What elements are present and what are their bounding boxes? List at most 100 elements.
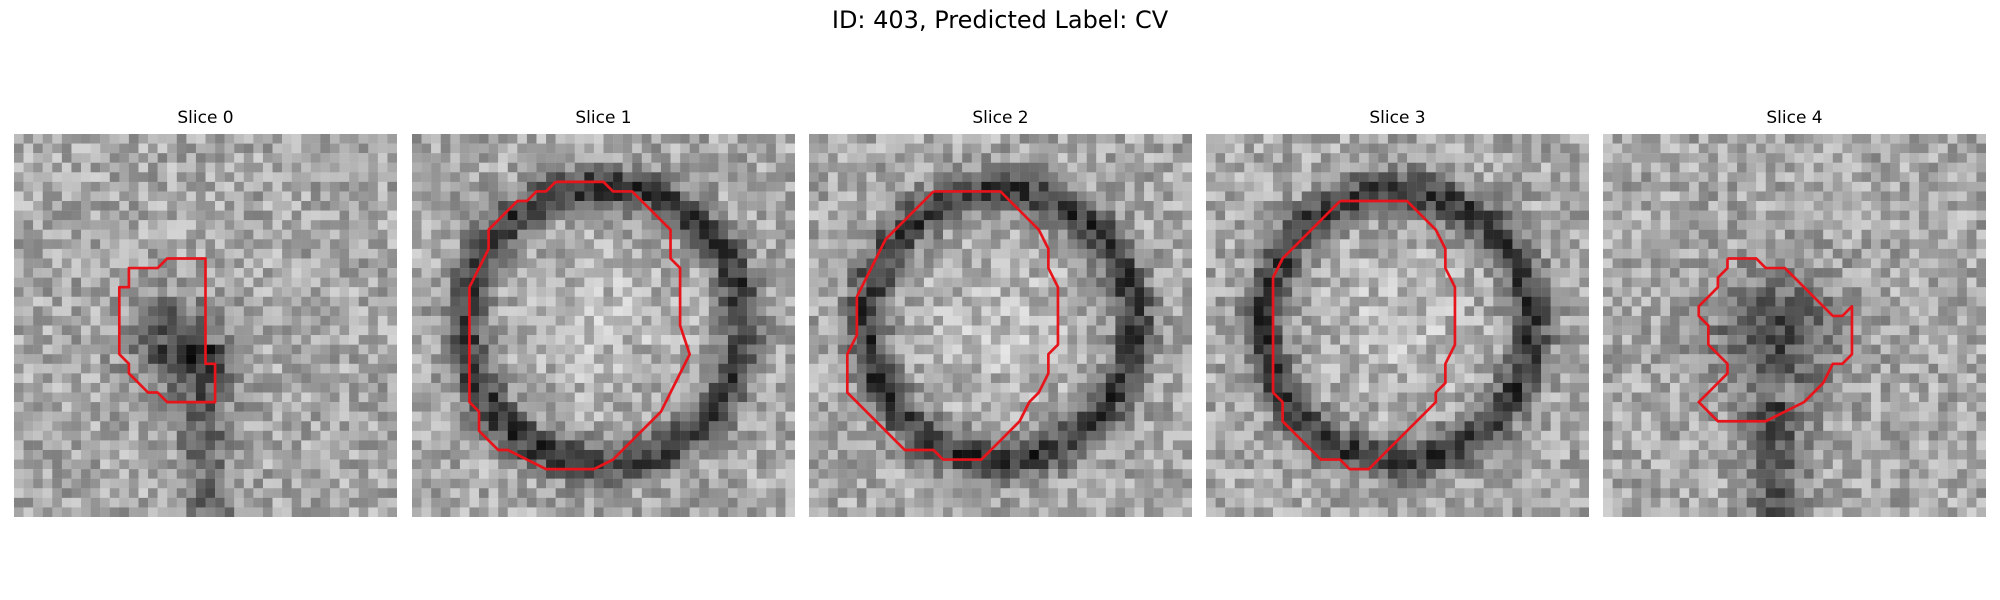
image-pixel [71, 220, 82, 230]
image-pixel [1086, 363, 1097, 374]
image-pixel [1010, 153, 1020, 163]
image-pixel [1096, 392, 1107, 403]
image-pixel [421, 306, 432, 317]
image-pixel [689, 181, 700, 192]
image-pixel [157, 430, 168, 441]
image-pixel [215, 191, 225, 202]
image-pixel [329, 325, 340, 336]
image-pixel [282, 315, 292, 326]
image-pixel [622, 373, 633, 384]
image-pixel [622, 134, 633, 144]
image-pixel [895, 248, 905, 259]
image-pixel [613, 239, 623, 250]
image-pixel [593, 478, 604, 489]
image-pixel [718, 134, 729, 144]
image-pixel [1378, 143, 1389, 154]
image-pixel [431, 421, 441, 432]
image-pixel [431, 469, 441, 479]
image-pixel [1086, 258, 1097, 269]
image-pixel [962, 287, 972, 297]
image-pixel [1086, 162, 1097, 173]
image-pixel [81, 296, 91, 307]
image-pixel [1029, 201, 1039, 211]
image-pixel [412, 248, 422, 259]
image-pixel [866, 143, 877, 154]
image-pixel [234, 469, 244, 479]
image-pixel [234, 162, 244, 173]
image-pixel [632, 344, 642, 355]
image-pixel [215, 335, 225, 345]
image-pixel [148, 478, 158, 489]
image-pixel [809, 296, 819, 307]
image-pixel [262, 181, 273, 192]
image-pixel [613, 143, 623, 154]
image-pixel [224, 229, 235, 240]
image-pixel [320, 258, 331, 269]
image-pixel [14, 258, 24, 269]
image-pixel [1038, 143, 1049, 154]
image-pixel [148, 421, 158, 432]
image-pixel [368, 287, 379, 297]
image-pixel [584, 306, 595, 317]
image-pixel [507, 134, 518, 144]
image-pixel [981, 478, 992, 489]
image-pixel [866, 459, 877, 470]
image-pixel [1067, 191, 1078, 202]
image-pixel [613, 201, 623, 211]
image-pixel [747, 411, 757, 422]
image-pixel [498, 373, 508, 384]
image-pixel [128, 172, 139, 183]
image-pixel [186, 488, 197, 499]
image-pixel [377, 478, 388, 489]
image-pixel [555, 296, 566, 307]
image-pixel [186, 449, 197, 460]
image-pixel [866, 325, 877, 336]
image-pixel [866, 229, 877, 240]
image-pixel [1057, 248, 1068, 259]
image-pixel [301, 440, 312, 451]
image-pixel [42, 449, 53, 460]
image-pixel [14, 402, 24, 412]
image-pixel [1172, 497, 1183, 508]
image-pixel [195, 162, 206, 173]
image-pixel [1105, 248, 1116, 259]
image-pixel [1464, 162, 1475, 173]
image-pixel [1096, 181, 1107, 192]
image-pixel [933, 497, 944, 508]
image-pixel [866, 210, 877, 221]
image-pixel [329, 344, 340, 355]
image-pixel [574, 315, 585, 326]
image-pixel [990, 373, 1001, 384]
image-pixel [1144, 248, 1154, 259]
image-pixel [526, 162, 537, 173]
image-pixel [320, 449, 331, 460]
image-pixel [727, 325, 738, 336]
image-pixel [1282, 153, 1293, 163]
image-pixel [981, 411, 992, 422]
image-pixel [680, 172, 690, 183]
image-pixel [555, 497, 566, 508]
image-pixel [310, 268, 321, 278]
image-pixel [339, 335, 350, 345]
image-pixel [818, 411, 829, 422]
image-pixel [339, 277, 350, 288]
image-pixel [660, 344, 671, 355]
image-pixel [377, 421, 388, 432]
image-pixel [100, 421, 110, 432]
image-pixel [1048, 143, 1059, 154]
image-pixel [1153, 354, 1164, 364]
image-pixel [224, 344, 235, 355]
image-pixel [680, 469, 690, 479]
image-pixel [1124, 421, 1135, 432]
image-pixel [71, 296, 82, 307]
image-pixel [546, 440, 556, 451]
image-pixel [488, 363, 499, 374]
image-pixel [962, 382, 972, 393]
image-pixel [622, 421, 633, 432]
image-pixel [990, 287, 1001, 297]
image-pixel [699, 239, 710, 250]
image-pixel [1057, 229, 1068, 240]
image-pixel [1263, 172, 1274, 183]
image-pixel [952, 373, 963, 384]
image-pixel [981, 325, 992, 336]
